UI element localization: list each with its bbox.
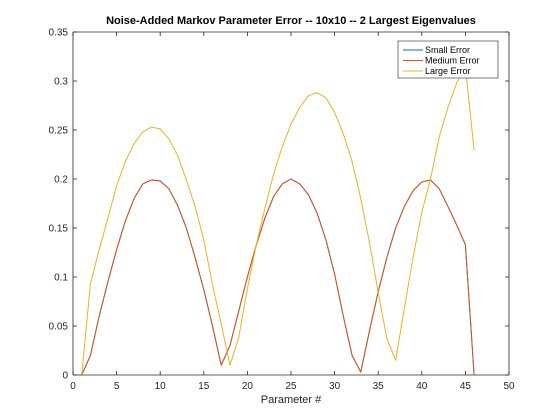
ticks-layer: 0 5 10 15 20 25 30 35 40 45 50 0 0.05 0.1 0.15 0.2 0.25 0… <box>49 28 515 393</box>
x-axis-label: Parameter # <box>261 394 322 406</box>
y-tick-label: 0.05 <box>49 322 69 333</box>
x-tick-label: 15 <box>198 381 210 392</box>
series-line-large-error <box>81 65 475 376</box>
legend-label: Medium Error <box>425 56 480 66</box>
chart-title: Noise-Added Markov Parameter Error -- 10… <box>106 15 476 27</box>
y-tick-label: 0.1 <box>54 273 68 284</box>
series-line-medium-error <box>81 178 475 376</box>
legend-box <box>397 40 499 79</box>
y-tick-label: 0.15 <box>49 224 69 235</box>
x-tick-label: 40 <box>416 381 428 392</box>
series-layer <box>81 65 475 376</box>
x-tick-label: 30 <box>329 381 341 392</box>
y-tick-label: 0.2 <box>54 175 68 186</box>
x-tick-label: 35 <box>373 381 385 392</box>
plot-area <box>73 32 509 375</box>
legend-label: Small Error <box>425 45 470 55</box>
x-tick-label: 0 <box>70 381 76 392</box>
x-tick-label: 50 <box>503 381 515 392</box>
x-tick-label: 20 <box>242 381 254 392</box>
legend-label: Large Error <box>425 66 471 76</box>
x-tick-label: 10 <box>155 381 167 392</box>
y-tick-label: 0.3 <box>54 77 68 88</box>
x-tick-label: 45 <box>460 381 472 392</box>
x-tick-label: 25 <box>285 381 297 392</box>
y-tick-label: 0.35 <box>49 28 69 39</box>
y-tick-label: 0.25 <box>49 126 69 137</box>
y-tick-label: 0 <box>62 371 68 382</box>
x-tick-label: 5 <box>114 381 120 392</box>
